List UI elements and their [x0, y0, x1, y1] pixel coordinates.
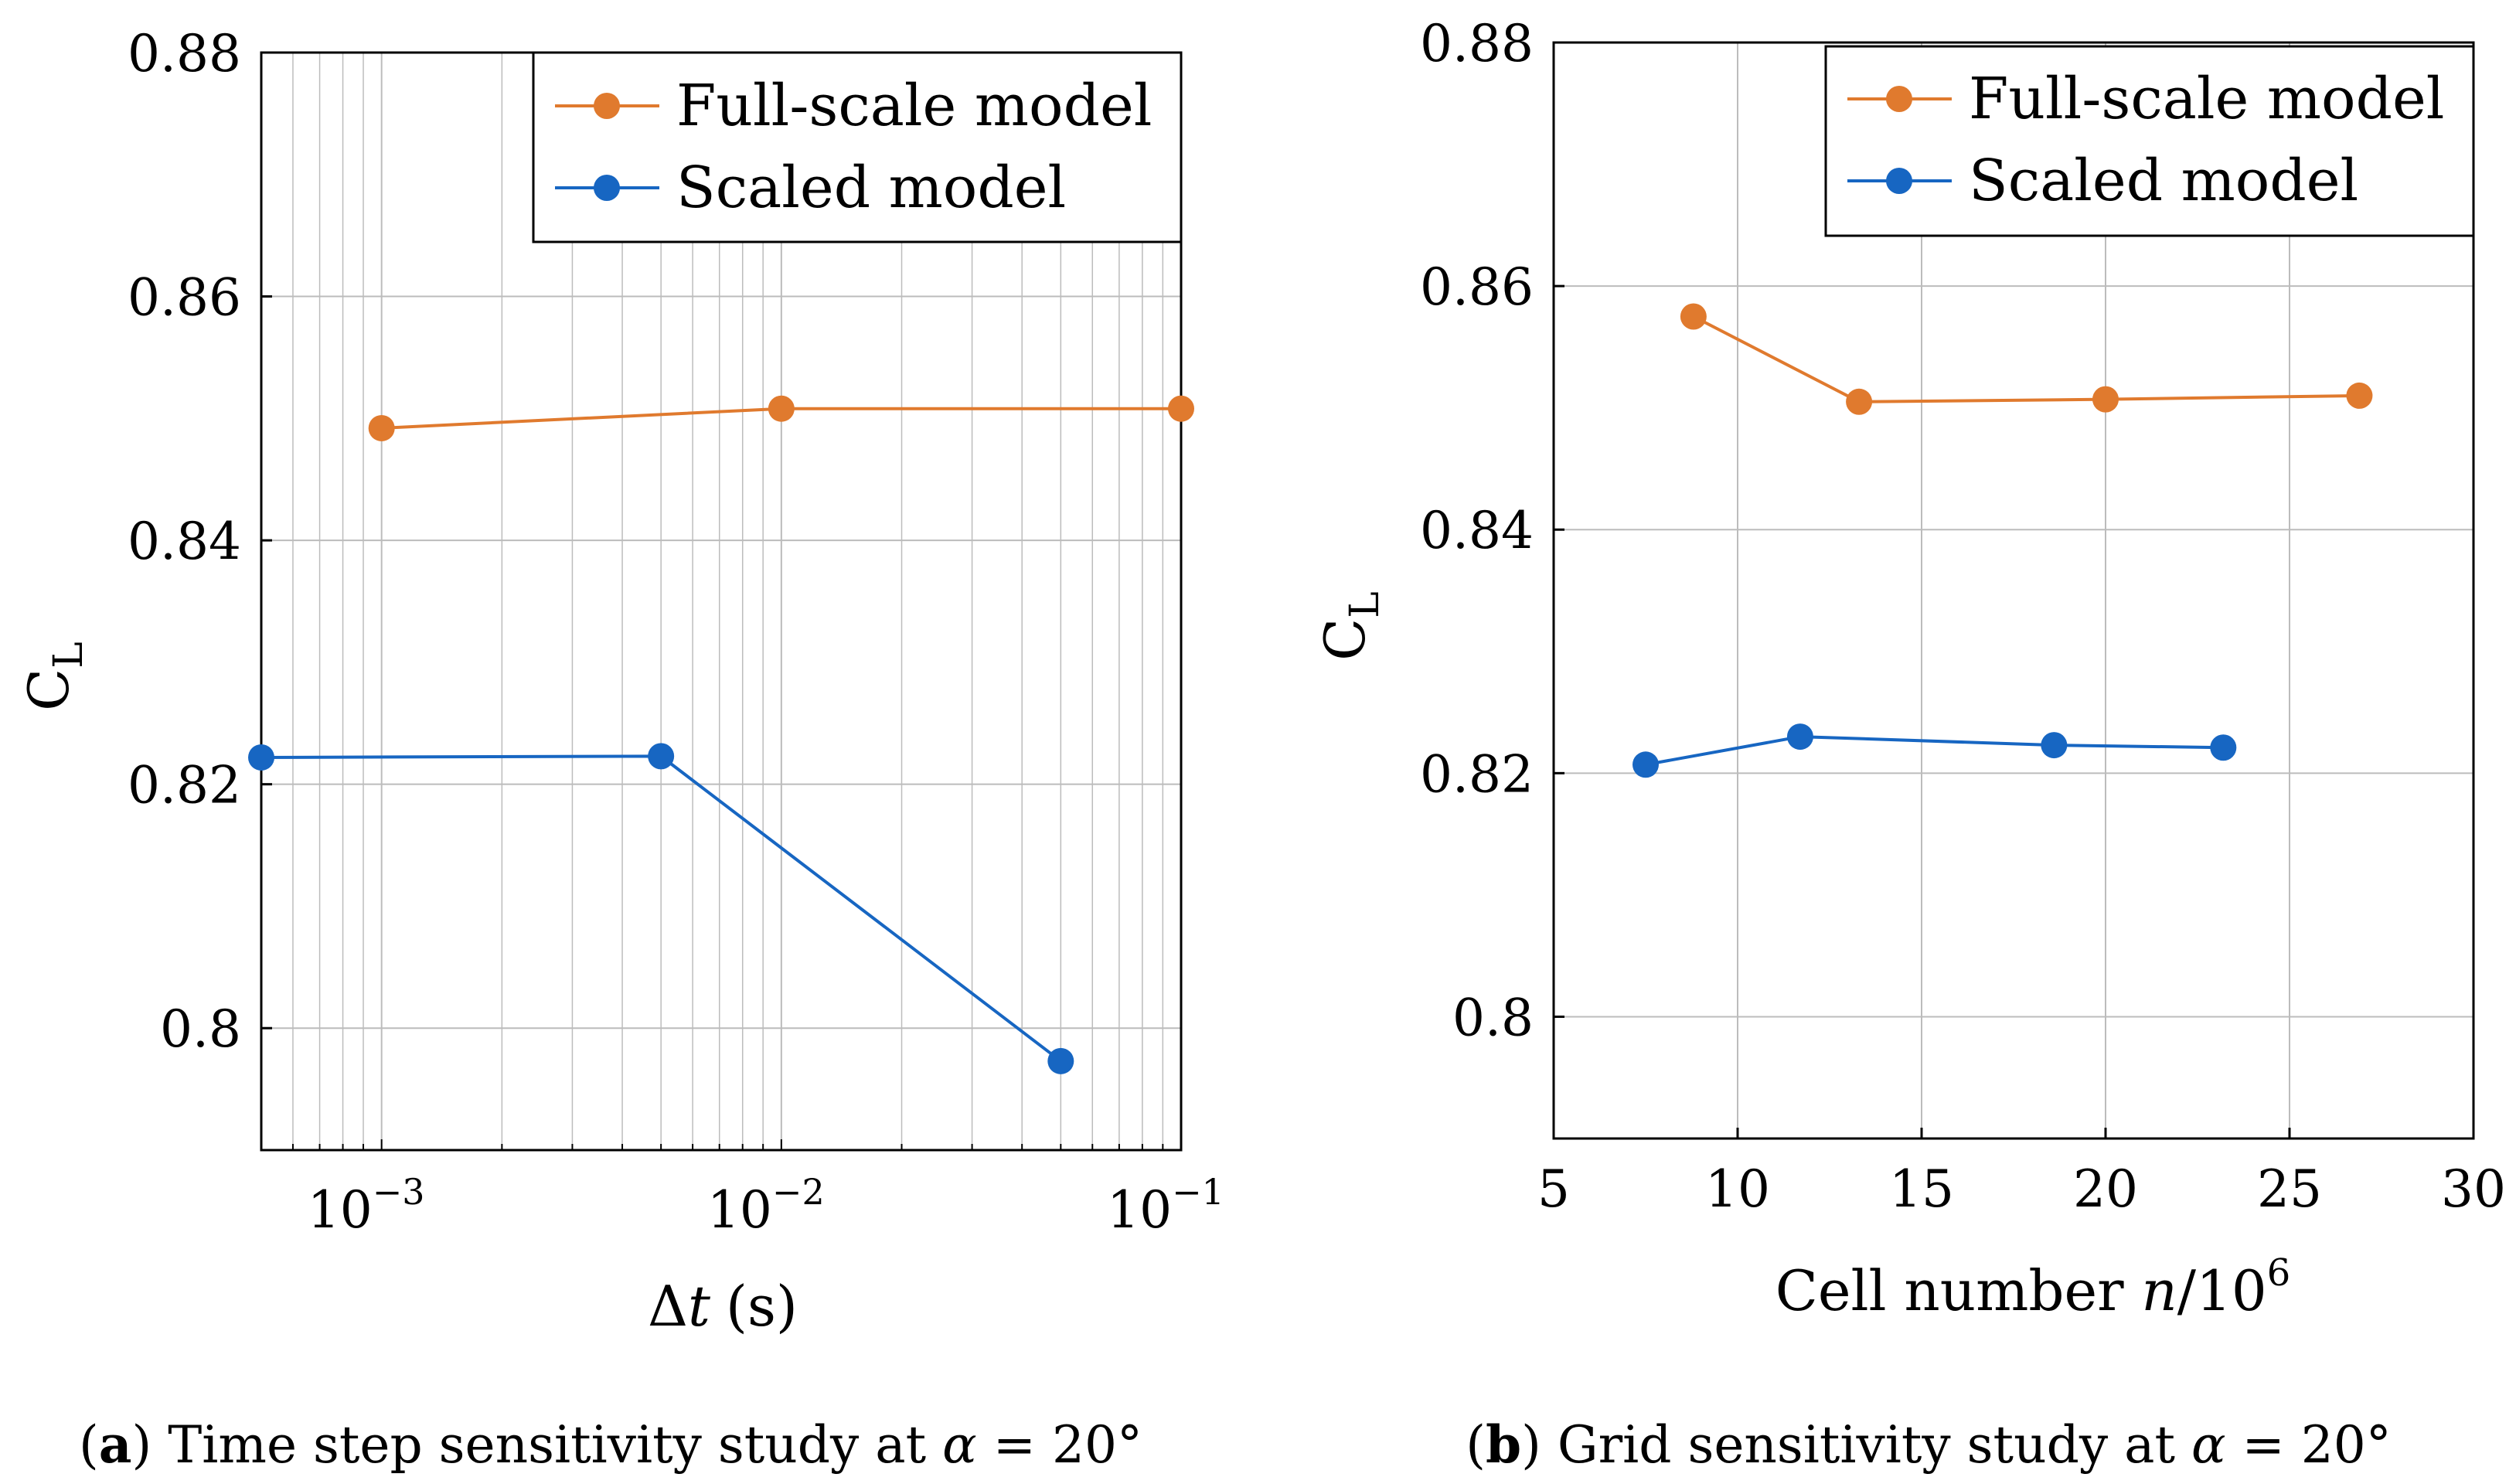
y-tick-label: 0.86 — [1420, 257, 1534, 317]
data-point-full-scale — [1680, 303, 1707, 330]
panel-a-caption: (a) Time step sensitivity study at α = 2… — [79, 1414, 1142, 1475]
series-line-scaled — [1645, 735, 2224, 767]
panel-a-legend: Full-scale model Scaled model — [532, 51, 1183, 243]
data-point-scaled — [1047, 1047, 1074, 1074]
y-tick-label: 0.86 — [128, 268, 241, 328]
legend-label-full-scale: Full-scale model — [676, 73, 1152, 139]
y-tick-label: 0.88 — [1420, 14, 1534, 73]
data-point-full-scale — [1168, 395, 1194, 422]
y-tick-label: 0.88 — [128, 24, 241, 83]
panel-b-grid-sensitivity-chart: 0.8 0.82 0.84 0.86 0.88 5 10 15 20 25 30 CL Cell … — [1312, 14, 2506, 1475]
panel-b-x-ticks: 5 10 15 20 25 30 — [1537, 1128, 2506, 1219]
x-tick-label: 15 — [1889, 1159, 1954, 1219]
y-tick-label: 0.8 — [1452, 988, 1534, 1047]
data-point-full-scale — [768, 395, 795, 422]
y-tick-label: 0.82 — [1420, 744, 1534, 804]
x-tick-label: 30 — [2441, 1159, 2506, 1219]
panel-b-y-ticks: 0.8 0.82 0.84 0.86 0.88 — [1420, 14, 1564, 1047]
panel-a-y-label: CL — [16, 642, 92, 711]
panel-b-caption: (b) Grid sensitivity study at α = 20° — [1466, 1414, 2392, 1475]
legend-marker-full-scale — [594, 93, 620, 119]
x-tick-label: 10 — [1705, 1159, 1770, 1219]
panel-a-x-ticks: 10−3 10−2 10−1 — [260, 1139, 1224, 1240]
x-tick-label: 5 — [1537, 1159, 1570, 1219]
x-tick-label: 20 — [2073, 1159, 2138, 1219]
legend-label-scaled: Scaled model — [676, 155, 1066, 221]
x-tick-label: 10−1 — [1107, 1171, 1224, 1240]
panel-a-series — [248, 395, 1194, 1074]
data-point-scaled — [1633, 751, 1659, 778]
data-point-full-scale — [1846, 388, 1873, 415]
data-point-full-scale — [2346, 382, 2373, 409]
panel-a-y-ticks: 0.8 0.82 0.84 0.86 0.88 — [128, 24, 272, 1059]
legend-marker-full-scale — [1886, 86, 1912, 112]
y-tick-label: 0.82 — [128, 756, 241, 815]
panel-b-series — [1633, 303, 2373, 778]
panel-b-plot-frame — [1552, 41, 2475, 1140]
x-tick-label: 25 — [2257, 1159, 2322, 1219]
y-tick-label: 0.84 — [128, 512, 241, 571]
y-tick-label: 0.8 — [160, 999, 241, 1059]
series-line-full-scale — [1692, 315, 2360, 403]
legend-label-scaled: Scaled model — [1969, 148, 2358, 214]
data-point-scaled — [248, 744, 274, 771]
data-point-scaled — [1786, 723, 1813, 751]
panel-a-time-step-chart: 0.8 0.82 0.84 0.86 0.88 10−3 10−2 10−1 CL Δt (s… — [16, 24, 1224, 1475]
data-point-scaled — [2041, 732, 2068, 759]
panel-b-y-label: CL — [1312, 591, 1388, 661]
legend-marker-scaled — [594, 175, 620, 201]
x-tick-label: 10−3 — [308, 1171, 425, 1240]
legend-label-full-scale: Full-scale model — [1969, 66, 2444, 132]
data-point-full-scale — [2092, 386, 2119, 413]
data-point-full-scale — [368, 414, 395, 441]
y-tick-label: 0.84 — [1420, 501, 1534, 560]
legend-marker-scaled — [1886, 168, 1912, 194]
x-tick-label: 10−2 — [707, 1171, 825, 1240]
panel-b-x-label: Cell number n/106 — [1775, 1251, 2290, 1323]
data-point-scaled — [2210, 734, 2237, 761]
data-point-scaled — [648, 743, 675, 770]
panel-b-legend: Full-scale model Scaled model — [1824, 45, 2475, 237]
panel-a-x-label: Δt (s) — [648, 1274, 798, 1339]
